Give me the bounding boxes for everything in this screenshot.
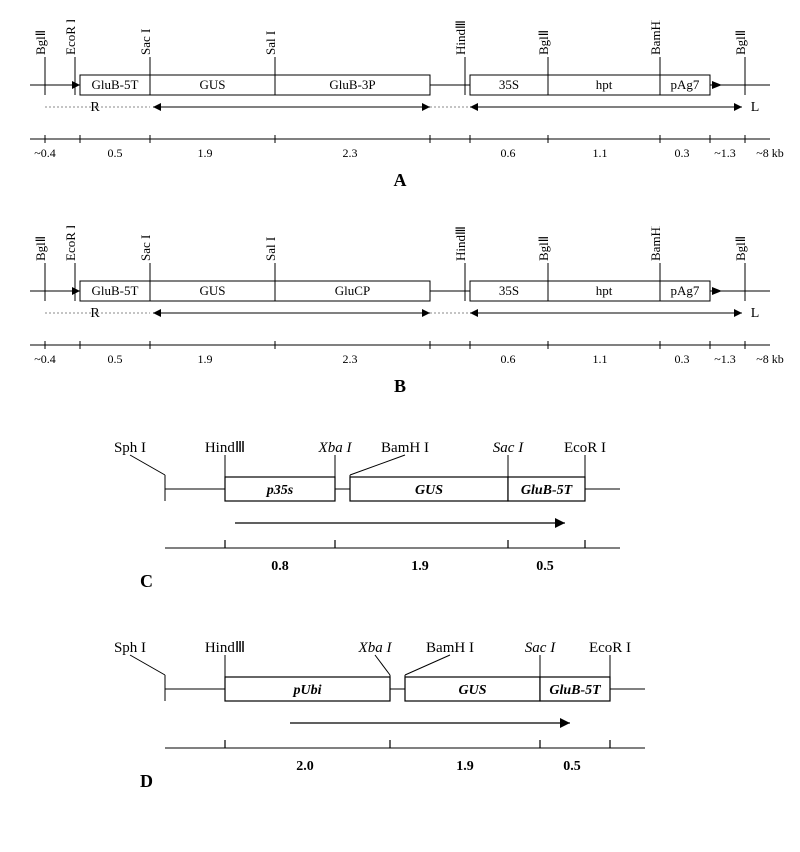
svg-text:0.8: 0.8: [271, 559, 289, 574]
svg-text:0.6: 0.6: [501, 352, 516, 366]
svg-text:BglⅡ: BglⅡ: [536, 30, 551, 55]
svg-text:1.9: 1.9: [411, 559, 429, 574]
svg-text:hpt: hpt: [596, 283, 613, 298]
svg-text:GluB-5T: GluB-5T: [92, 77, 139, 92]
panel-c-svg: Sph I HindⅢ Xba I BamH I Sac I EcoR I p35s GUS G…: [10, 432, 790, 597]
panel-c: Sph I HindⅢ Xba I BamH I Sac I EcoR I p35s GUS G…: [10, 432, 790, 597]
svg-text:35S: 35S: [499, 283, 519, 298]
svg-text:GUS: GUS: [199, 283, 225, 298]
panel-a: BglⅡ EcoR I Sac I Sal I HindⅢ BglⅡ BamHI BglⅡ Gl…: [10, 20, 790, 191]
svg-text:GluB-5T: GluB-5T: [521, 483, 574, 498]
svg-text:~0.4: ~0.4: [34, 146, 56, 160]
svg-text:0.3: 0.3: [675, 352, 690, 366]
panel-d-svg: Sph I HindⅢ Xba I BamH I Sac I EcoR I pUbi GUS G…: [10, 632, 790, 797]
svg-text:pAg7: pAg7: [671, 283, 700, 298]
svg-text:BglⅡ: BglⅡ: [33, 30, 48, 55]
svg-text:BglⅡ: BglⅡ: [33, 236, 48, 261]
svg-text:HindⅢ: HindⅢ: [453, 226, 468, 261]
svg-text:1.1: 1.1: [593, 352, 608, 366]
svg-text:~8 kb: ~8 kb: [756, 352, 784, 366]
svg-text:GluCP: GluCP: [335, 283, 370, 298]
svg-text:BamH I: BamH I: [426, 640, 474, 656]
svg-text:1.1: 1.1: [593, 146, 608, 160]
svg-text:~1.3: ~1.3: [714, 352, 736, 366]
svg-text:HindⅢ: HindⅢ: [205, 640, 245, 656]
svg-text:p35s: p35s: [266, 483, 294, 498]
svg-text:BglⅡ: BglⅡ: [733, 30, 748, 55]
svg-text:Sph I: Sph I: [114, 640, 146, 656]
svg-text:GUS: GUS: [458, 683, 486, 698]
panel-b-label: B: [10, 376, 790, 397]
svg-text:Sac I: Sac I: [525, 640, 556, 656]
panel-c-label: C: [140, 571, 153, 592]
svg-text:0.5: 0.5: [536, 559, 554, 574]
svg-text:HindⅢ: HindⅢ: [453, 20, 468, 55]
svg-text:L: L: [751, 306, 760, 321]
svg-text:pUbi: pUbi: [293, 683, 322, 698]
svg-text:HindⅢ: HindⅢ: [205, 440, 245, 456]
panel-a-label: A: [10, 170, 790, 191]
svg-text:2.3: 2.3: [343, 146, 358, 160]
svg-text:0.5: 0.5: [108, 146, 123, 160]
svg-text:0.6: 0.6: [501, 146, 516, 160]
panel-b-svg: BglⅡ EcoR I Sac I Sal I HindⅢ BglⅡ BamHI BglⅡ Gl…: [10, 226, 790, 371]
svg-text:EcoR I: EcoR I: [63, 20, 78, 55]
svg-text:L: L: [751, 100, 760, 115]
panel-d-label: D: [140, 771, 153, 792]
svg-text:BamHI: BamHI: [648, 226, 663, 261]
svg-text:Sph I: Sph I: [114, 440, 146, 456]
svg-text:EcoR I: EcoR I: [589, 640, 631, 656]
svg-text:BamHI: BamHI: [648, 20, 663, 55]
panel-d: Sph I HindⅢ Xba I BamH I Sac I EcoR I pUbi GUS G…: [10, 632, 790, 797]
svg-text:GluB-5T: GluB-5T: [92, 283, 139, 298]
panel-b: BglⅡ EcoR I Sac I Sal I HindⅢ BglⅡ BamHI BglⅡ Gl…: [10, 226, 790, 397]
svg-text:1.9: 1.9: [456, 759, 474, 774]
panel-a-svg: BglⅡ EcoR I Sac I Sal I HindⅢ BglⅡ BamHI BglⅡ Gl…: [10, 20, 790, 165]
svg-text:BglⅡ: BglⅡ: [536, 236, 551, 261]
svg-text:GUS: GUS: [415, 483, 443, 498]
svg-text:0.3: 0.3: [675, 146, 690, 160]
svg-text:GUS: GUS: [199, 77, 225, 92]
svg-text:hpt: hpt: [596, 77, 613, 92]
svg-text:EcoR I: EcoR I: [63, 226, 78, 261]
svg-text:Xba I: Xba I: [318, 440, 353, 456]
svg-text:2.0: 2.0: [296, 759, 314, 774]
svg-text:Xba I: Xba I: [358, 640, 393, 656]
svg-text:~0.4: ~0.4: [34, 352, 56, 366]
svg-text:~8 kb: ~8 kb: [756, 146, 784, 160]
svg-text:Sal I: Sal I: [263, 237, 278, 261]
svg-text:2.3: 2.3: [343, 352, 358, 366]
svg-text:BamH I: BamH I: [381, 440, 429, 456]
svg-text:1.9: 1.9: [198, 352, 213, 366]
svg-text:0.5: 0.5: [563, 759, 581, 774]
svg-text:35S: 35S: [499, 77, 519, 92]
svg-text:EcoR I: EcoR I: [564, 440, 606, 456]
svg-text:Sac I: Sac I: [138, 235, 153, 261]
svg-text:pAg7: pAg7: [671, 77, 700, 92]
svg-text:GluB-3P: GluB-3P: [329, 77, 375, 92]
svg-text:BglⅡ: BglⅡ: [733, 236, 748, 261]
svg-text:0.5: 0.5: [108, 352, 123, 366]
svg-text:Sac I: Sac I: [138, 29, 153, 55]
svg-text:1.9: 1.9: [198, 146, 213, 160]
svg-text:~1.3: ~1.3: [714, 146, 736, 160]
svg-text:Sac I: Sac I: [493, 440, 524, 456]
svg-text:GluB-5T: GluB-5T: [549, 683, 602, 698]
svg-text:Sal I: Sal I: [263, 31, 278, 55]
